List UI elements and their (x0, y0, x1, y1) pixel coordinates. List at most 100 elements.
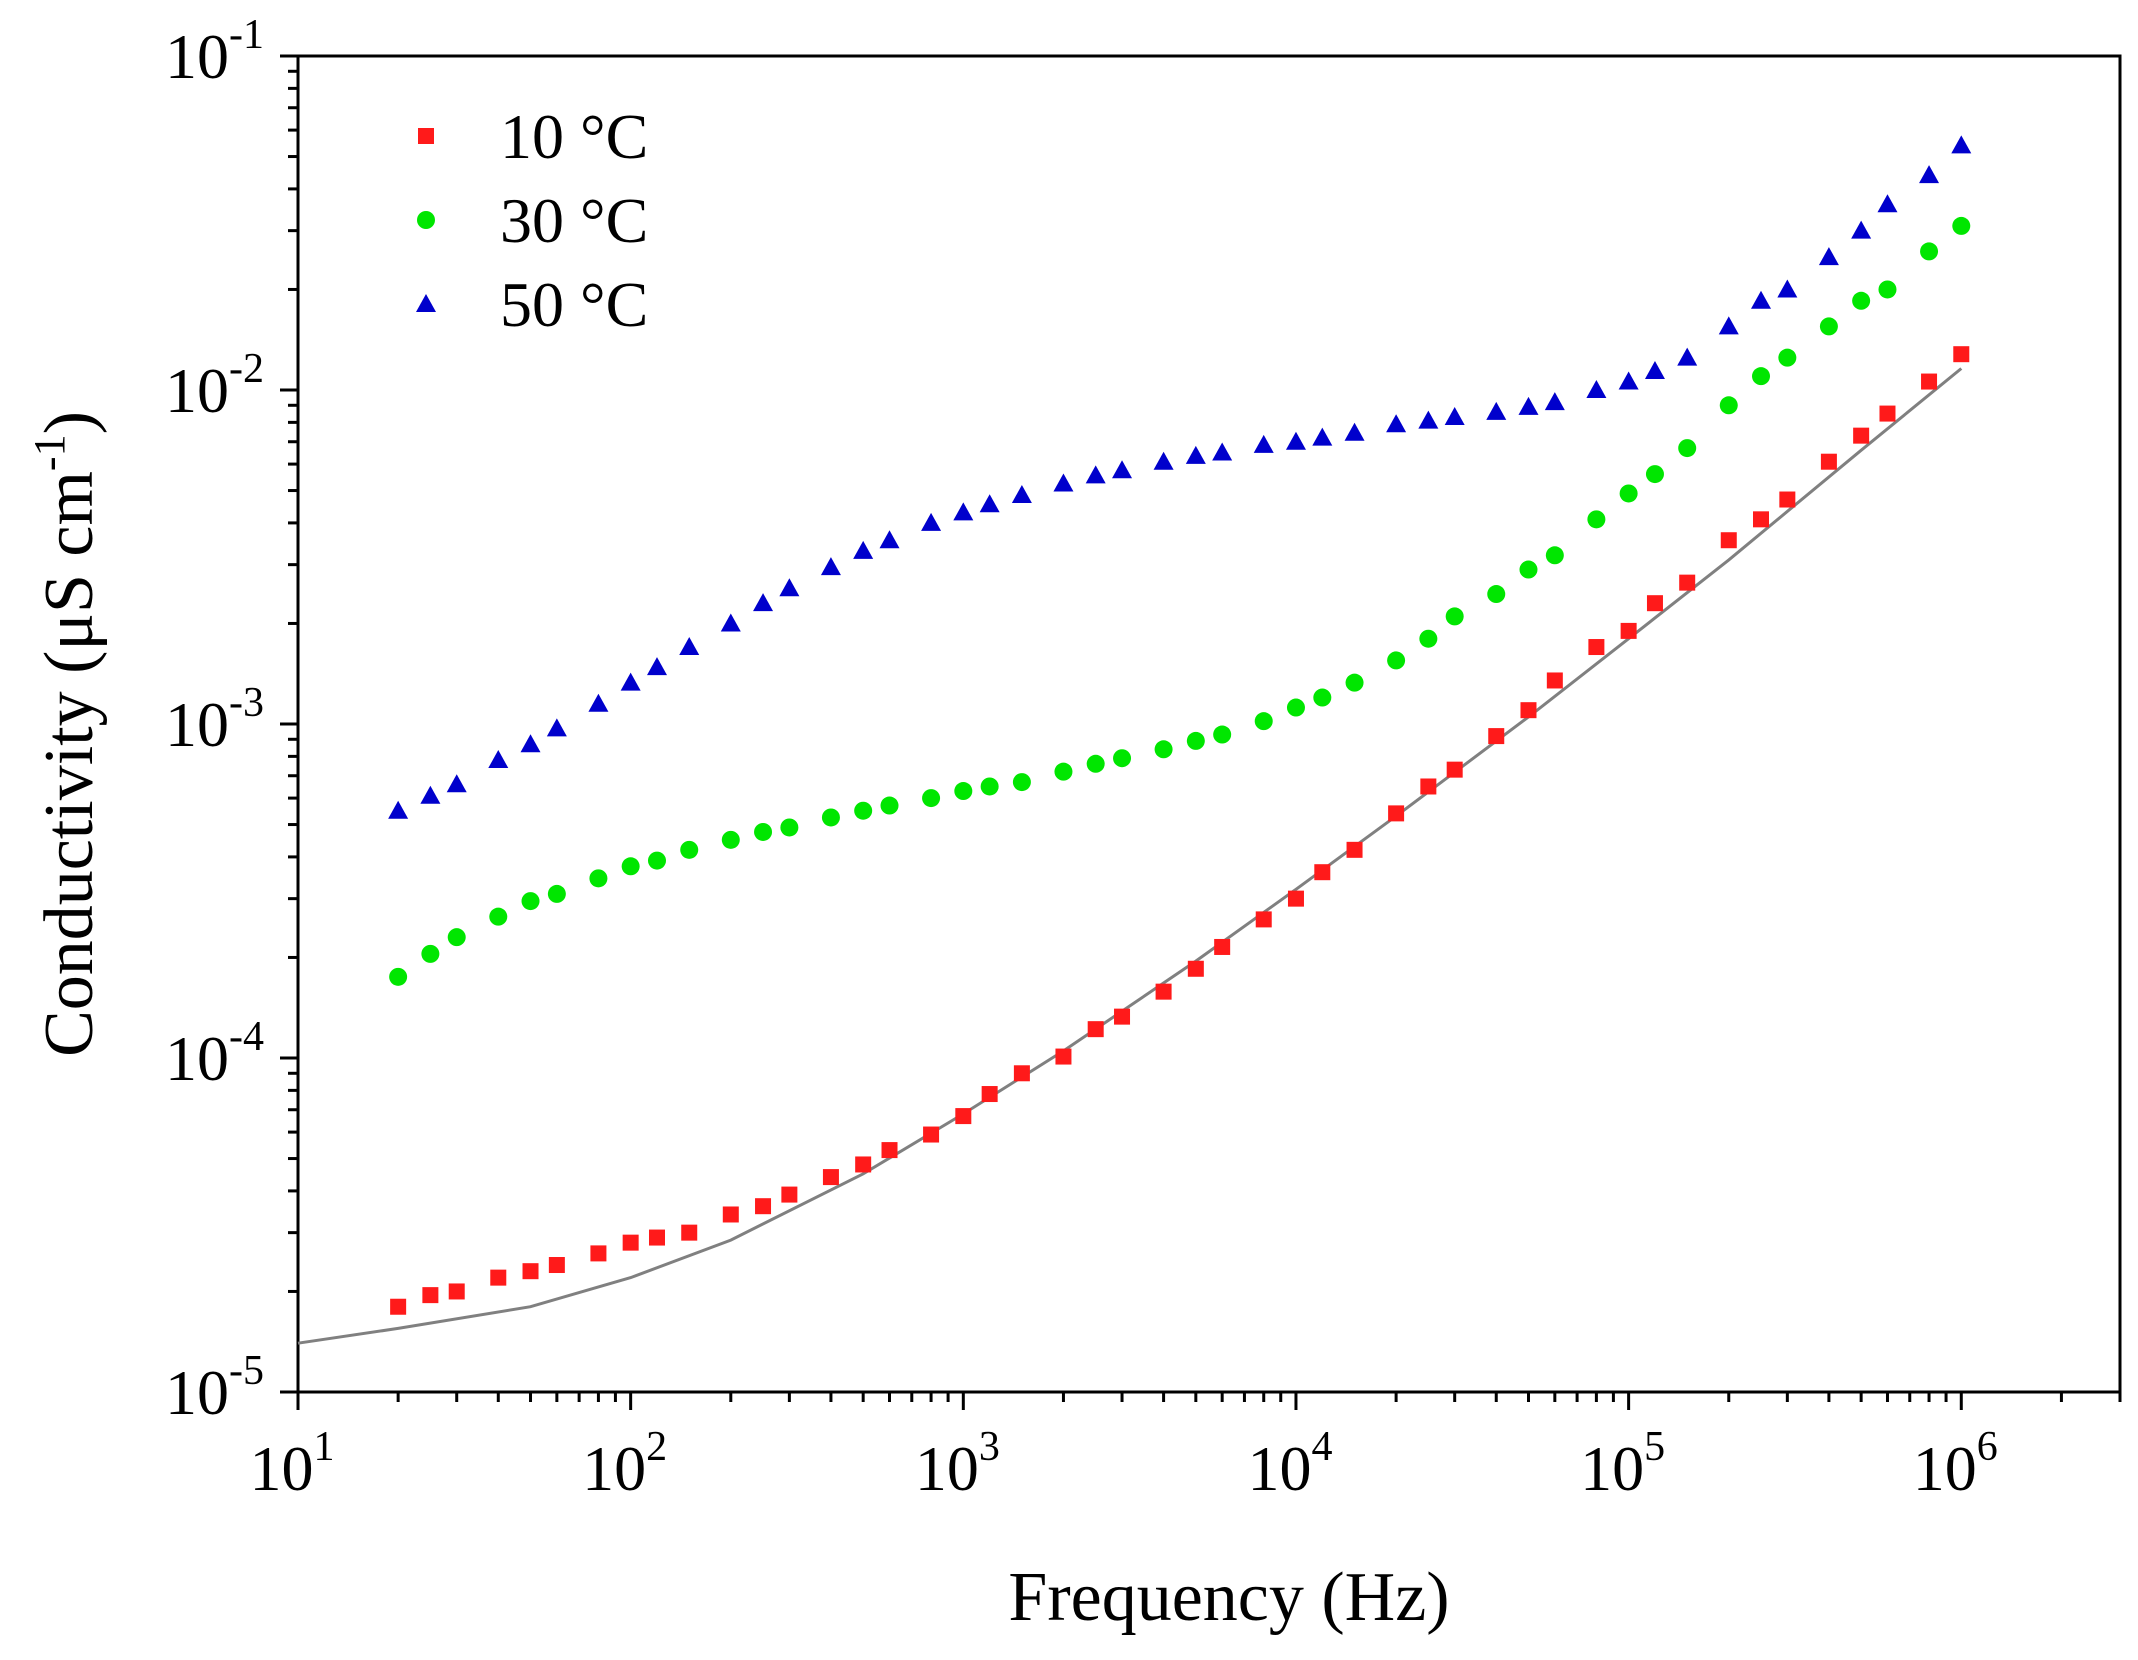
data-point-circle (1719, 396, 1738, 415)
data-point-triangle (546, 718, 567, 737)
x-tick-label: 102 (582, 1424, 667, 1504)
data-point-circle (521, 892, 540, 911)
data-point-circle (1752, 367, 1771, 386)
data-point-triangle (1285, 431, 1306, 450)
data-point-triangle (779, 578, 800, 597)
data-point-circle (1819, 317, 1838, 336)
data-point-triangle (388, 800, 409, 819)
data-point-square (1187, 960, 1204, 977)
data-point-square (1155, 983, 1172, 1000)
y-tick-base: 10 (165, 1357, 229, 1428)
data-point-circle (1445, 607, 1464, 626)
data-point-square (681, 1224, 698, 1241)
y-tick-label: 10-4 (165, 1014, 264, 1094)
data-point-triangle (1751, 290, 1772, 309)
x-tick-exponent: 1 (314, 1424, 335, 1470)
legend-label: 10 °C (500, 101, 648, 172)
x-tick-exponent: 6 (1977, 1424, 1998, 1470)
data-point-square (722, 1206, 739, 1223)
data-point-square (881, 1142, 898, 1159)
data-point-square (1546, 672, 1563, 689)
data-point-square (1388, 805, 1405, 822)
data-point-circle (680, 840, 699, 859)
data-point-triangle (620, 672, 641, 691)
data-point-square (755, 1198, 772, 1215)
data-point-circle (621, 857, 640, 876)
data-point-square (390, 1298, 407, 1315)
data-point-square (822, 1169, 839, 1186)
y-tick-exponent: -4 (229, 1014, 264, 1060)
x-axis-label: Frequency (Hz) (1008, 1559, 1449, 1636)
data-point-square (1314, 864, 1331, 881)
data-point-triangle (588, 693, 609, 712)
data-point-circle (1778, 348, 1797, 367)
data-point-circle (1213, 725, 1232, 744)
data-point-triangle (1586, 380, 1607, 398)
data-point-circle (1645, 465, 1664, 484)
data-point-circle (1587, 510, 1606, 529)
data-point-triangle (420, 785, 441, 804)
data-point-triangle (1518, 396, 1539, 415)
y-tick-label: 10-5 (165, 1348, 264, 1428)
axes (296, 54, 2122, 1394)
data-point-square (1620, 622, 1637, 639)
data-point-square (1114, 1008, 1131, 1025)
data-point-circle (780, 818, 799, 837)
data-point-square (1853, 427, 1870, 444)
data-point-square (1287, 890, 1304, 907)
data-point-triangle (1153, 451, 1174, 470)
data-point-circle (754, 822, 773, 841)
data-point-square (1646, 595, 1663, 612)
x-tick-base: 10 (1580, 1433, 1644, 1504)
data-point-square (1255, 911, 1272, 928)
legend-marker-circle (417, 211, 435, 229)
legend-marker-square (418, 128, 434, 144)
data-point-circle (1878, 280, 1897, 299)
data-point-square (1420, 778, 1437, 795)
y-tick-label: 10-3 (165, 680, 264, 760)
data-point-square (855, 1156, 872, 1173)
x-tick-exponent: 4 (1311, 1424, 1332, 1470)
y-axis-label-exponent: -1 (25, 434, 74, 471)
legend-label: 50 °C (500, 269, 648, 340)
data-point-circle (1012, 773, 1031, 792)
data-point-square (1679, 574, 1696, 591)
data-point-circle (1086, 754, 1105, 773)
data-point-circle (421, 944, 440, 963)
data-point-circle (721, 830, 740, 849)
data-point-triangle (1777, 279, 1798, 298)
data-point-triangle (720, 613, 741, 632)
data-point-circle (980, 777, 999, 796)
legend-marker-triangle (416, 294, 436, 312)
series-triangle (388, 135, 1972, 819)
data-point-triangle (953, 502, 974, 521)
data-point-triangle (921, 512, 942, 531)
data-point-circle (1419, 629, 1438, 648)
x-tick-exponent: 5 (1644, 1424, 1665, 1470)
y-tick-base: 10 (165, 1023, 229, 1094)
data-point-square (1520, 702, 1537, 719)
data-point-triangle (1818, 247, 1839, 266)
data-point-circle (1545, 546, 1564, 565)
x-tick-exponent: 2 (646, 1424, 667, 1470)
data-point-circle (547, 884, 566, 903)
y-tick-base: 10 (165, 689, 229, 760)
data-point-triangle (1085, 465, 1106, 484)
data-point-triangle (853, 540, 874, 559)
data-point-square (448, 1283, 465, 1300)
data-point-circle (854, 801, 873, 820)
data-point-square (981, 1086, 998, 1103)
data-point-triangle (1053, 473, 1074, 492)
data-point-circle (1619, 484, 1638, 503)
data-point-square (1779, 491, 1796, 508)
data-point-circle (1154, 740, 1173, 759)
data-point-square (1214, 938, 1231, 955)
data-point-square (955, 1108, 972, 1125)
data-point-triangle (1618, 371, 1639, 390)
data-point-circle (1113, 749, 1132, 768)
data-point-square (1588, 639, 1605, 656)
data-point-triangle (679, 637, 700, 656)
data-point-triangle (1951, 135, 1972, 154)
